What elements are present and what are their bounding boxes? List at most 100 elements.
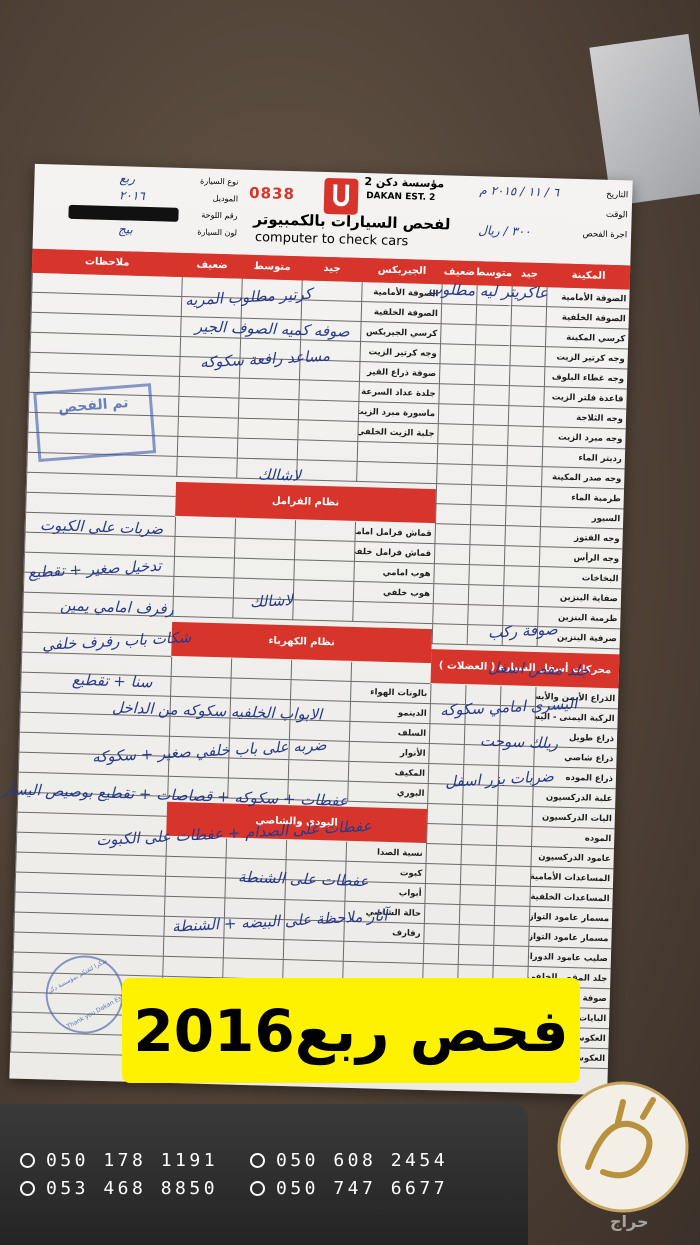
item-label: كرسي الجيربكس	[360, 321, 441, 345]
redacted-plate	[68, 204, 179, 222]
grade-cell	[495, 845, 532, 867]
grade-cell	[506, 466, 542, 488]
grade-cell	[472, 405, 509, 427]
grade-cell	[503, 566, 539, 588]
grade-cell	[433, 544, 470, 566]
item-label: الموده	[531, 826, 615, 850]
watermark: حراج	[610, 1212, 649, 1231]
item-label: صليب عامود الدوران	[527, 946, 612, 970]
section-header: نظام الفرامل	[175, 481, 436, 524]
item-label: المساعدات الخلفية (يمين - يسار)	[529, 886, 613, 910]
item-label: وجه كرتير الزيت	[544, 347, 628, 370]
item-label: كرسي المكينة	[544, 327, 629, 350]
grade-cell	[474, 345, 510, 367]
title-en: computer to check cars	[254, 230, 409, 250]
grade-cell	[438, 364, 475, 386]
logo-calligraphy	[585, 1097, 656, 1179]
grade-cell	[234, 518, 296, 541]
item-label: جلبة الزيت الخلفي	[357, 421, 438, 445]
column-header: جيد	[301, 256, 363, 283]
item-label: صفاية البنزين	[537, 587, 622, 610]
grade-cell	[170, 676, 231, 699]
field-value: ربع	[119, 171, 136, 186]
grade-cell	[492, 945, 529, 967]
column-header: المكينة	[546, 263, 631, 290]
grade-cell	[233, 538, 295, 561]
grade-cell	[176, 456, 237, 479]
logo-mark	[332, 184, 350, 207]
item-label: هوب خلفي	[352, 581, 434, 605]
item-label: الأنوار	[348, 741, 429, 765]
grade-cell	[292, 600, 353, 622]
whatsapp-icon	[250, 1153, 265, 1168]
grade-cell	[423, 923, 459, 945]
grade-cell	[431, 624, 468, 646]
field-label: اجرة الفحص	[582, 229, 628, 241]
grade-cell	[173, 556, 234, 579]
grade-cell	[300, 300, 362, 322]
item-label: المساعدات الأمامية (يمين - يسار)	[529, 866, 614, 890]
field-value: ٦ / ١١ / ٢٠١٥ م	[479, 183, 560, 200]
handwritten-note: لاشالك	[257, 465, 302, 485]
item-label: البخاخات	[538, 567, 622, 590]
grade-cell	[178, 376, 239, 399]
logo-circle	[557, 1081, 689, 1213]
company-en: DAKAN EST. 2	[365, 191, 436, 204]
grade-cell	[508, 386, 544, 408]
grade-cell	[474, 325, 511, 347]
whatsapp-icon	[20, 1153, 35, 1168]
grade-cell	[435, 484, 472, 506]
grade-cell	[459, 884, 495, 906]
grade-cell	[237, 398, 299, 421]
item-label: اليات الدركسيون	[531, 806, 616, 830]
grade-cell	[475, 305, 512, 327]
grade-cell	[493, 925, 529, 947]
item-label: البوري	[347, 781, 428, 805]
grade-cell	[426, 804, 463, 826]
handwritten-note: سنا + تقطيع	[71, 670, 153, 692]
grade-cell	[237, 418, 298, 441]
item-label: قماش فرامل خلفي	[353, 541, 435, 565]
item-label: ماسورة مبرد الزيت	[357, 401, 439, 425]
grade-cell	[472, 425, 508, 447]
grade-cell	[471, 445, 508, 467]
grade-cell	[236, 438, 298, 461]
item-label: نسبة الصدا	[345, 841, 427, 865]
grade-cell	[423, 903, 460, 925]
item-label: وجه صدر المكينة	[541, 467, 625, 490]
handwritten-note: ريلك سوحت	[479, 731, 559, 753]
grade-cell	[174, 516, 236, 539]
item-label: بالونات الهواء	[349, 681, 431, 705]
grade-cell	[493, 905, 530, 927]
phone-number: 053 468 8850	[46, 1178, 219, 1199]
grade-cell	[428, 724, 465, 746]
grade-cell	[508, 366, 545, 388]
grade-cell	[506, 446, 543, 468]
item-label	[356, 461, 437, 485]
grade-cell	[458, 924, 494, 946]
grade-cell	[440, 324, 476, 346]
item-label: رديتر الماء	[541, 447, 626, 470]
item-label: هوب امامي	[353, 561, 434, 585]
grade-cell	[173, 536, 235, 559]
grade-cell	[461, 825, 497, 846]
grade-cell	[468, 565, 504, 587]
grade-cell	[469, 525, 505, 547]
grade-cell	[432, 604, 468, 626]
grade-cell	[437, 424, 473, 446]
grade-cell	[172, 576, 234, 599]
inspected-stamp: تم الفحص	[33, 383, 157, 463]
grade-cell	[505, 486, 542, 508]
grade-cell	[436, 464, 472, 486]
grade-cell	[461, 805, 498, 826]
item-label: وجه غطاء البلوف	[543, 367, 628, 390]
grade-cell	[233, 558, 294, 581]
item-label: قماش فرامل امامي	[354, 521, 435, 545]
company-logo	[323, 177, 359, 215]
form-number: 0838	[248, 183, 296, 204]
item-label: جلدة عداد السرعة	[358, 381, 439, 405]
item-label: الدينمو	[349, 701, 430, 725]
grade-cell	[425, 844, 462, 865]
